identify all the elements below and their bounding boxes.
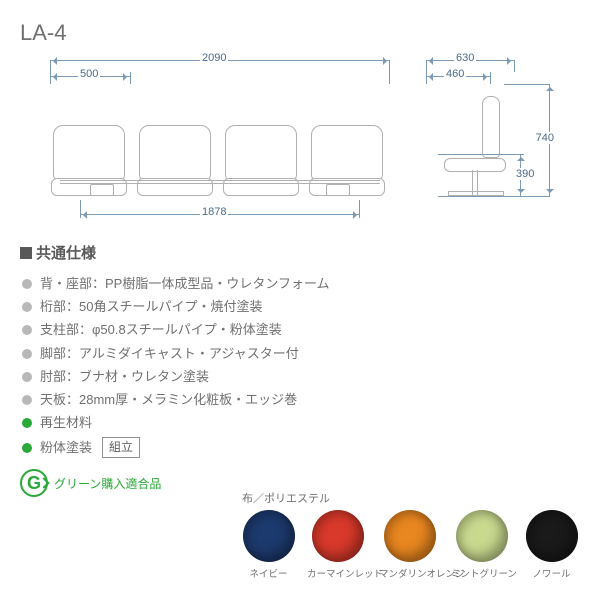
dim-total-width: 2090 [200, 52, 228, 64]
spec-item: 天板：28mm厚・メラミン化粧板・エッジ巻 [22, 391, 580, 409]
spec-title-text: 共通仕様 [36, 242, 96, 263]
front-view: 2090 500 1878 [50, 54, 390, 224]
swatch-label: ネイビー [240, 566, 297, 580]
spec-title: 共通仕様 [20, 242, 96, 263]
green-purchase-badge: G グリーン購入適合品 [20, 469, 161, 497]
bullet-icon [22, 418, 32, 428]
spec-text: 脚部：アルミダイキャスト・アジャスター付 [40, 345, 299, 363]
dimension-diagram: 2090 500 1878 630 460 [20, 54, 580, 224]
swatch-label: ミントグリーン [451, 566, 513, 580]
spec-item: 桁部：50角スチールパイプ・焼付塗装 [22, 298, 580, 316]
swatch-item: ネイビー [240, 510, 297, 580]
green-label: グリーン購入適合品 [54, 475, 161, 492]
swatch-item: マンダリンオレンジ [379, 510, 441, 580]
bullet-icon [22, 443, 32, 453]
side-view: 630 460 740 390 [420, 54, 550, 224]
spec-text: 再生材料 [40, 414, 92, 432]
dim-seat-height: 390 [514, 168, 536, 180]
spec-text: 天板：28mm厚・メラミン化粧板・エッジ巻 [40, 391, 297, 409]
bullet-icon [22, 302, 32, 312]
swatch-label: ノワール [523, 566, 580, 580]
dim-seat-width: 500 [78, 68, 100, 80]
swatch-header: 布／ポリエステル [242, 490, 580, 506]
spec-item: 脚部：アルミダイキャスト・アジャスター付 [22, 345, 580, 363]
bullet-icon [22, 349, 32, 359]
bullet-icon [22, 372, 32, 382]
bullet-icon [22, 395, 32, 405]
dim-leg-span: 1878 [200, 206, 228, 218]
green-g-icon: G [20, 469, 48, 497]
chair-row [50, 96, 390, 196]
spec-item: 粉体塗装組立 [22, 437, 580, 458]
spec-text: 肘部：ブナ材・ウレタン塗装 [40, 368, 209, 386]
square-bullet-icon [20, 247, 32, 259]
swatch-row: ネイビーカーマインレッドマンダリンオレンジミントグリーンノワール [240, 510, 580, 580]
swatch-circle [243, 510, 295, 562]
swatch-item: ノワール [523, 510, 580, 580]
spec-text: 桁部：50角スチールパイプ・焼付塗装 [40, 298, 262, 316]
swatch-circle [384, 510, 436, 562]
side-chair [440, 96, 520, 196]
spec-item: 肘部：ブナ材・ウレタン塗装 [22, 368, 580, 386]
swatch-circle [526, 510, 578, 562]
swatch-item: ミントグリーン [451, 510, 513, 580]
bullet-icon [22, 279, 32, 289]
spec-item: 再生材料 [22, 414, 580, 432]
spec-item: 背・座部：PP樹脂一体成型品・ウレタンフォーム [22, 275, 580, 293]
swatch-label: マンダリンオレンジ [379, 566, 441, 580]
dim-depth-total: 630 [454, 52, 476, 64]
spec-text: 背・座部：PP樹脂一体成型品・ウレタンフォーム [40, 275, 330, 293]
dim-depth-seat: 460 [444, 68, 466, 80]
swatch-item: カーマインレッド [307, 510, 369, 580]
bullet-icon [22, 325, 32, 335]
spec-text: 支柱部：φ50.8スチールパイプ・粉体塗装 [40, 321, 282, 339]
spec-list: 背・座部：PP樹脂一体成型品・ウレタンフォーム桁部：50角スチールパイプ・焼付塗… [22, 275, 580, 458]
spec-item: 支柱部：φ50.8スチールパイプ・粉体塗装 [22, 321, 580, 339]
assembly-badge: 組立 [102, 437, 140, 458]
swatch-circle [456, 510, 508, 562]
dim-height-total: 740 [534, 132, 556, 144]
model-name: LA-4 [20, 20, 580, 46]
swatch-section: 布／ポリエステル ネイビーカーマインレッドマンダリンオレンジミントグリーンノワー… [240, 490, 580, 580]
swatch-circle [312, 510, 364, 562]
spec-text: 粉体塗装 [40, 439, 92, 457]
swatch-label: カーマインレッド [307, 566, 369, 580]
